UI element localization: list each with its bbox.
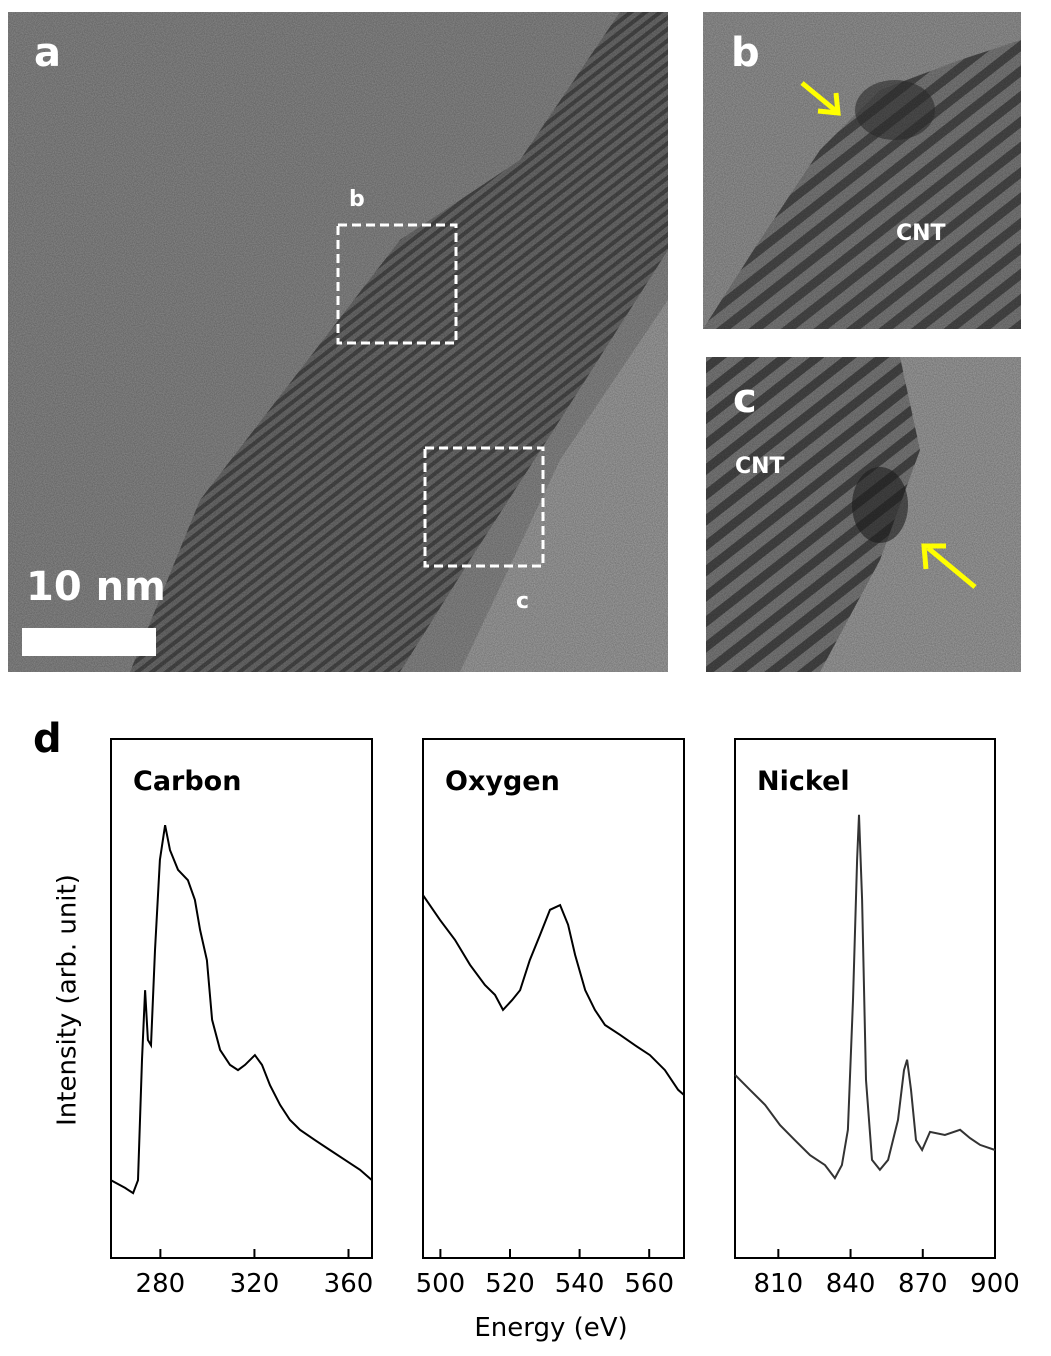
spectrum-line xyxy=(423,895,684,1095)
x-tick-label: 840 xyxy=(826,1269,876,1299)
x-tick-label: 870 xyxy=(898,1269,948,1299)
box-label: c xyxy=(516,589,529,614)
scale-bar-label: 10 nm xyxy=(26,564,166,610)
x-tick-label: 900 xyxy=(970,1269,1020,1299)
panel-label: b xyxy=(731,30,760,76)
figure: a 10 nm b c b CNT c CNT d Intensity (arb… xyxy=(0,0,1051,1356)
x-tick-label: 500 xyxy=(416,1269,466,1299)
panel-label: a xyxy=(34,30,61,76)
x-tick-label: 540 xyxy=(555,1269,605,1299)
x-tick-label: 280 xyxy=(136,1269,186,1299)
x-axis-label: Energy (eV) xyxy=(474,1313,627,1343)
panel-label: c xyxy=(733,376,757,422)
annotation: CNT xyxy=(735,454,785,479)
spectrum-line xyxy=(111,825,372,1193)
x-tick-label: 560 xyxy=(624,1269,674,1299)
x-tick-label: 360 xyxy=(324,1269,374,1299)
plot-frame xyxy=(111,739,372,1258)
x-tick-label: 520 xyxy=(485,1269,535,1299)
panel-title: Nickel xyxy=(757,766,850,797)
plot-frame xyxy=(423,739,684,1258)
box-label: b xyxy=(349,187,365,212)
panel-title: Carbon xyxy=(133,766,241,797)
y-axis-label: Intensity (arb. unit) xyxy=(53,874,83,1126)
x-tick-label: 810 xyxy=(754,1269,804,1299)
spectrum-line xyxy=(735,815,995,1178)
x-tick-label: 320 xyxy=(230,1269,280,1299)
panel-label: d xyxy=(33,716,62,762)
annotation: CNT xyxy=(896,221,946,246)
panel-title: Oxygen xyxy=(445,766,560,797)
